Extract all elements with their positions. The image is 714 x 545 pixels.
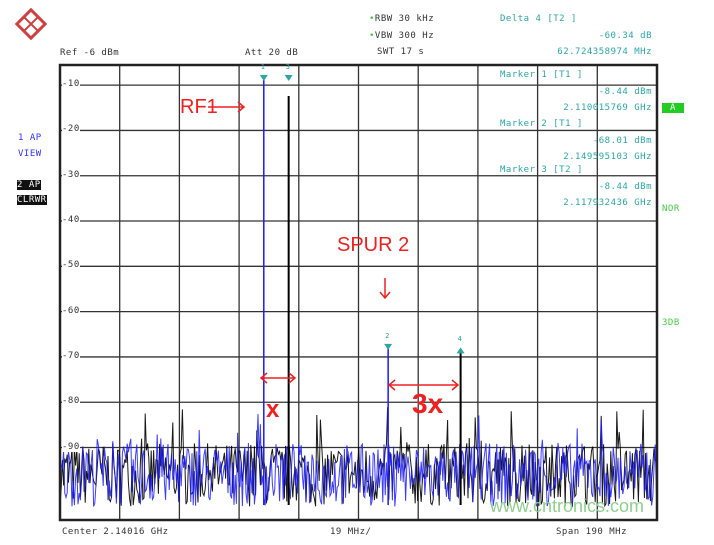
marker-1-icon[interactable] — [259, 75, 268, 81]
y-tick-label: -70 — [62, 350, 80, 361]
3db-label: 3DB — [662, 318, 680, 328]
nor-label: NOR — [662, 204, 680, 214]
delta-level: -60.34 dB — [598, 31, 652, 41]
marker1-freq: 2.110015769 GHz — [563, 103, 652, 113]
delta-freq: 62.724358974 MHz — [557, 47, 652, 57]
trace1-mode: 1 AP — [18, 133, 42, 143]
plot-frame — [58, 63, 659, 522]
marker2-title: Marker 2 [T1 ] — [500, 119, 583, 129]
marker-number: 3 — [285, 63, 291, 71]
y-tick-label: -10 — [62, 79, 80, 90]
marker-number: 2 — [385, 331, 390, 340]
y-tick-label: -80 — [62, 396, 80, 407]
arrows — [208, 101, 460, 391]
noise-trace-1 — [59, 414, 657, 507]
y-tick-label: -60 — [62, 305, 80, 316]
marker2-freq: 2.149595103 GHz — [563, 152, 652, 162]
y-tick-label: -20 — [62, 124, 80, 135]
rf1-annotation: RF1 — [180, 96, 218, 118]
a-badge: A — [662, 103, 684, 113]
marker-number: 1 — [260, 63, 266, 71]
rbw: •RBW 30 kHz — [369, 14, 435, 24]
attenuation: Att 20 dB — [245, 48, 299, 58]
center-freq: Center 2.14016 GHz — [62, 527, 169, 537]
span: Span 190 MHz — [556, 527, 628, 537]
marker1-level: -8.44 dBm — [598, 87, 652, 97]
ref-level: Ref -6 dBm — [60, 48, 120, 58]
sweep-time: SWT 17 s — [377, 47, 425, 57]
watermark: www.cntronics.com — [490, 496, 645, 516]
y-tick-label: -90 — [62, 441, 80, 452]
trace2-mode: 2 AP — [17, 180, 41, 190]
marker3-level: -8.44 dBm — [598, 182, 652, 192]
trace2-clrwr: CLRWR — [17, 195, 47, 205]
spur2-annotation: SPUR 2 — [337, 234, 410, 256]
y-tick-label: -30 — [62, 169, 80, 180]
marker3-freq: 2.117932436 GHz — [563, 198, 652, 208]
marker2-level: -68.01 dBm — [592, 136, 652, 146]
y-tick-label: -50 — [62, 260, 80, 271]
marker-4-icon[interactable] — [456, 347, 465, 354]
x-annotation: x — [266, 396, 280, 423]
3x-annotation: 3x — [412, 388, 444, 419]
trace1-view: VIEW — [18, 149, 42, 159]
marker-number: 4 — [457, 335, 463, 344]
freq-per-div: 19 MHz/ — [330, 527, 372, 537]
y-tick-label: -40 — [62, 215, 80, 226]
rs-logo — [14, 7, 48, 41]
marker1-title: Marker 1 [T1 ] — [500, 70, 583, 80]
marker3-title: Marker 3 [T2 ] — [500, 165, 583, 175]
delta-title: Delta 4 [T2 ] — [500, 14, 577, 24]
marker-3-icon[interactable] — [284, 75, 293, 81]
vbw: •VBW 300 Hz — [369, 31, 435, 41]
marker-2-icon[interactable] — [384, 343, 393, 350]
